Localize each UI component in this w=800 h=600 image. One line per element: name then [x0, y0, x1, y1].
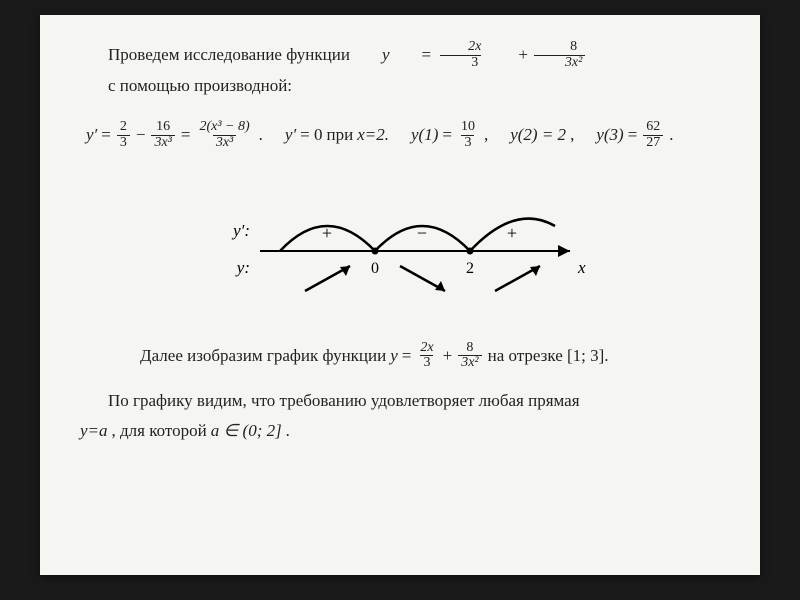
diag-sign-plus-right: +: [507, 223, 517, 243]
eq-frac-t2: 16 3x³: [151, 120, 174, 150]
eq-y2: y(2) = 2: [510, 123, 566, 147]
p1-frac1-den: 3: [440, 55, 481, 71]
eq-eq3: = 0: [300, 123, 322, 147]
eq-t1-num: 2: [117, 120, 130, 135]
paragraph-4: y=a , для которой a ∈ (0; 2] .: [80, 419, 720, 443]
eq-frac-t3: 2(x³ − 8) 3x³: [196, 120, 252, 150]
p2-plus: +: [443, 344, 453, 368]
eq-comma1: ,: [484, 123, 488, 147]
eq-xeq2: x=2.: [357, 123, 389, 147]
eq-t3-num: 2(x³ − 8): [196, 120, 252, 135]
content-area: Проведем исследование функции y = 2x 3 +…: [40, 15, 760, 463]
eq-y3-lhs: y(3): [596, 123, 623, 147]
p4-mid: , для которой: [112, 419, 207, 443]
p2-frac2-num: 8: [463, 341, 476, 356]
p2-frac1-num: 2x: [417, 341, 436, 356]
eq-t1-den: 3: [117, 135, 130, 151]
p2-suffix: на отрезке [1; 3].: [488, 344, 609, 368]
diag-label-x: x: [577, 258, 586, 277]
p1-frac1: 2x 3: [437, 40, 484, 70]
eq-eq5: =: [628, 123, 638, 147]
p2-frac1: 2x 3: [417, 341, 436, 371]
eq-t2-den: 3x³: [151, 135, 174, 151]
p2-eq: =: [402, 344, 412, 368]
eq-t3-den: 3x³: [213, 135, 236, 151]
eq-frac-t1: 2 3: [117, 120, 130, 150]
eq-eq2: =: [181, 123, 191, 147]
p2-frac2: 8 3x²: [458, 341, 481, 371]
paragraph-2: Далее изобразим график функции y = 2x 3 …: [80, 341, 720, 371]
diag-sign-plus-left: +: [322, 223, 332, 243]
eq-comma2: ,: [570, 123, 574, 147]
p1-prefix: Проведем исследование функции: [80, 43, 350, 67]
eq-eq1: =: [101, 123, 111, 147]
eq-dot2: .: [669, 123, 673, 147]
p2-frac2-den: 3x²: [458, 355, 481, 371]
p4-yea: y=a: [80, 419, 108, 443]
diag-sign-minus: −: [417, 223, 427, 243]
p4-ain: a ∈ (0; 2] .: [211, 419, 291, 443]
derivative-equation-line: y′ = 2 3 − 16 3x³ = 2(x³ − 8) 3x³ . y′ =…: [80, 120, 720, 150]
p1-frac2-den: 3x²: [534, 55, 585, 71]
p2-y: y: [390, 344, 398, 368]
p2-prefix: Далее изобразим график функции: [140, 344, 386, 368]
p1-frac2: 8 3x²: [534, 40, 585, 70]
eq-pri: при: [327, 123, 354, 147]
p2-frac1-den: 3: [420, 355, 433, 371]
paragraph-1: Проведем исследование функции y = 2x 3 +…: [80, 40, 720, 98]
eq-y1-den: 3: [461, 135, 474, 151]
eq-yprime: y′: [86, 123, 97, 147]
paragraph-3: По графику видим, что требованию удовлет…: [80, 389, 720, 413]
eq-y1-lhs: y(1): [411, 123, 438, 147]
eq-t2-num: 16: [153, 120, 173, 135]
sign-diagram-svg: y′: y: x 0 2 + − +: [200, 181, 600, 311]
p1-y: y: [354, 43, 390, 67]
eq-y3-frac: 62 27: [643, 120, 663, 150]
eq-minus: −: [136, 123, 146, 147]
sign-diagram: y′: y: x 0 2 + − +: [80, 181, 720, 311]
page: Проведем исследование функции y = 2x 3 +…: [40, 15, 760, 575]
eq-y1-num: 10: [458, 120, 478, 135]
diag-tick-2: 2: [466, 260, 474, 277]
eq-y3-num: 62: [643, 120, 663, 135]
eq-eq4: =: [442, 123, 452, 147]
p1-eq: =: [394, 43, 432, 67]
p1-frac1-num: 2x: [437, 40, 484, 55]
p1-frac2-num: 8: [539, 40, 580, 55]
p3-text: По графику видим, что требованию удовлет…: [108, 391, 580, 410]
p1-plus: +: [490, 43, 528, 67]
eq-yprime2: y′: [285, 123, 296, 147]
diag-tick-0: 0: [371, 260, 379, 277]
diag-label-y: y:: [235, 258, 250, 277]
diag-label-yprime: y′:: [231, 221, 250, 240]
eq-y1-frac: 10 3: [458, 120, 478, 150]
eq-y3-den: 27: [643, 135, 663, 151]
p1-suffix: с помощью производной:: [80, 74, 292, 98]
eq-dot: .: [259, 123, 263, 147]
